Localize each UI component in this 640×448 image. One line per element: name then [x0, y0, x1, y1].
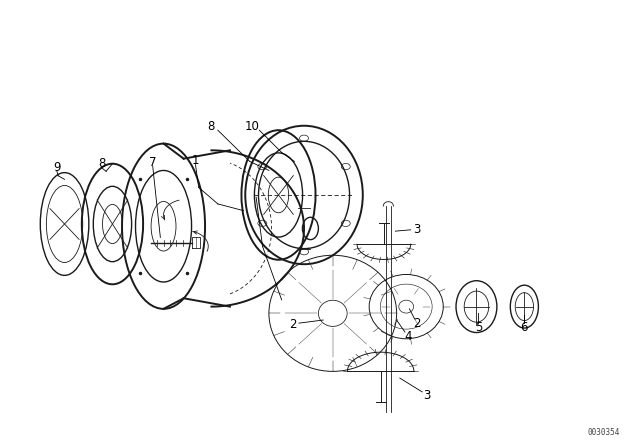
Text: 7: 7 [149, 156, 156, 169]
Text: 10: 10 [244, 120, 259, 133]
Text: 8: 8 [98, 157, 106, 170]
Text: 4: 4 [404, 330, 412, 343]
Text: 1: 1 [192, 154, 199, 167]
Text: 9: 9 [53, 161, 61, 174]
Text: 3: 3 [413, 223, 420, 236]
Text: 8: 8 [208, 120, 215, 133]
Text: 5: 5 [475, 321, 482, 334]
Text: 3: 3 [424, 388, 431, 401]
Text: 2: 2 [289, 318, 297, 331]
Text: 2: 2 [413, 317, 421, 330]
Text: 6: 6 [520, 321, 528, 334]
Text: 0030354: 0030354 [588, 427, 620, 437]
